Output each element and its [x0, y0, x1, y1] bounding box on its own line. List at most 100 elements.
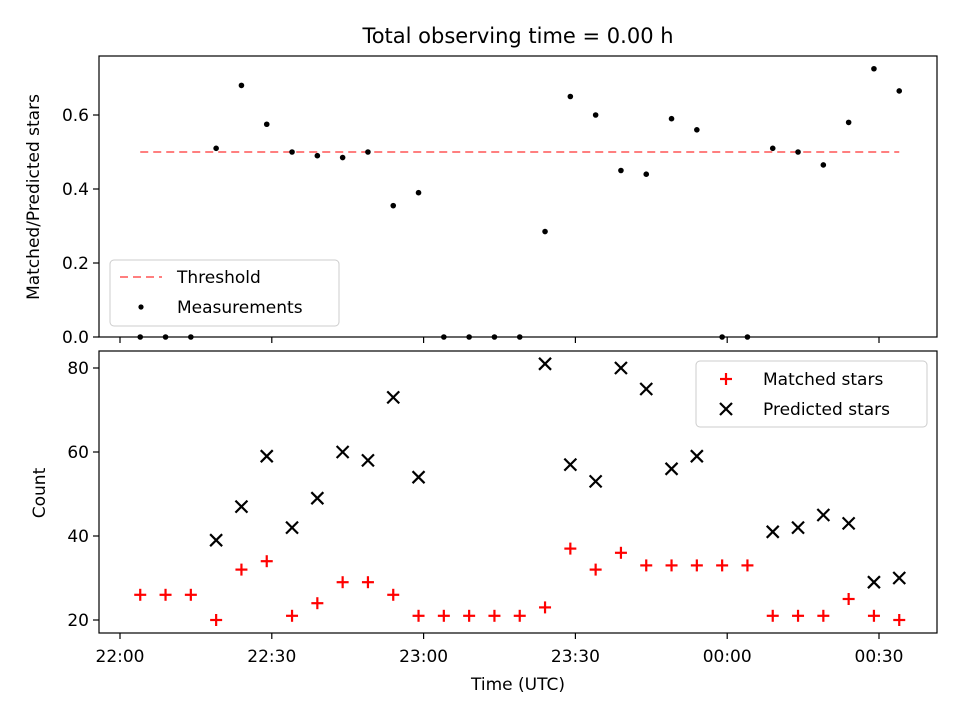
matched-star-point	[361, 576, 374, 589]
matched-star-point	[210, 614, 223, 626]
predicted-star-point	[563, 457, 578, 472]
x-tick-label: 22:30	[247, 647, 296, 667]
predicted-star-point	[411, 470, 426, 484]
bottom-y-tick-label: 60	[67, 443, 89, 463]
matched-star-point	[792, 609, 805, 622]
predicted-star-point	[841, 516, 856, 531]
measurement-point	[542, 228, 548, 235]
matched-star-point	[564, 542, 577, 555]
matched-star-point	[311, 597, 324, 610]
x-tick-label: 00:00	[703, 647, 752, 667]
measurement-point	[567, 93, 574, 100]
x-tick-label: 00:30	[855, 647, 904, 667]
matched-star-point	[867, 609, 880, 622]
top-legend: Threshold Measurements	[109, 259, 340, 327]
predicted-star-point	[690, 449, 704, 463]
matched-star-point	[412, 609, 425, 622]
measurement-point	[592, 112, 599, 118]
chart-title: Total observing time = 0.00 h	[361, 24, 673, 48]
predicted-star-point	[310, 491, 325, 505]
measurement-point	[263, 121, 270, 128]
predicted-star-point	[285, 520, 299, 535]
bottom-y-tick-label: 20	[67, 611, 89, 631]
measurement-point	[314, 152, 321, 159]
measurement-point	[769, 145, 776, 152]
legend-threshold-label: Threshold	[176, 268, 261, 288]
x-tick-label: 23:30	[551, 647, 600, 667]
legend-measurements-marker	[138, 304, 144, 310]
bottom-plot-frame	[98, 350, 938, 634]
legend-predicted-marker	[719, 402, 733, 416]
predicted-star-point	[791, 520, 805, 535]
matched-star-point	[665, 559, 678, 572]
predicted-star-point	[664, 462, 679, 476]
matched-star-point	[488, 609, 501, 622]
matched-star-point	[614, 546, 627, 559]
top-y-tick-label: 0.0	[62, 328, 89, 348]
matched-star-point	[184, 588, 197, 601]
measurement-point	[618, 167, 624, 174]
predicted-star-point	[765, 525, 780, 539]
measurement-point	[845, 119, 852, 126]
predicted-star-point	[892, 571, 907, 585]
predicted-star-point	[386, 390, 401, 405]
matched-star-point	[842, 593, 855, 605]
bottom-plot-area: 20 40 60 80 22:00 22:30 23:00 23:30 00:00 00:30	[67, 357, 907, 667]
matched-star-point	[437, 609, 450, 622]
measurement-point	[213, 145, 219, 152]
matched-star-point	[260, 555, 273, 568]
predicted-star-point	[588, 474, 603, 489]
measurement-point	[896, 88, 903, 94]
predicted-star-point	[867, 575, 881, 589]
matched-star-point	[286, 609, 299, 622]
matched-star-point	[463, 609, 476, 622]
matched-star-point	[235, 563, 248, 576]
measurement-point	[289, 149, 295, 155]
legend-measurements-label: Measurements	[177, 298, 303, 318]
x-tick-label: 22:00	[96, 647, 145, 667]
predicted-star-point	[639, 382, 654, 396]
measurement-point	[694, 127, 700, 133]
legend-matched-marker	[720, 373, 732, 385]
predicted-star-point	[614, 361, 628, 375]
matched-star-point	[387, 588, 400, 601]
matched-star-point	[336, 576, 349, 589]
matched-star-point	[539, 601, 552, 614]
measurement-point	[339, 154, 346, 161]
matched-star-point	[893, 614, 906, 626]
matched-star-point	[589, 563, 602, 576]
bottom-legend: Matched stars Predicted stars	[695, 360, 928, 428]
measurement-point	[668, 115, 675, 122]
matched-star-point	[690, 559, 703, 572]
predicted-star-point	[816, 508, 831, 522]
measurement-point	[415, 189, 422, 196]
matched-star-point	[134, 588, 147, 601]
legend-predicted-label: Predicted stars	[763, 400, 890, 420]
top-y-axis-label: Matched/Predicted stars	[24, 94, 44, 300]
measurement-point	[871, 65, 877, 72]
matched-star-point	[716, 559, 729, 572]
measurement-point	[365, 149, 371, 155]
measurement-point	[795, 149, 801, 155]
top-y-tick-label: 0.2	[62, 254, 89, 274]
predicted-star-point	[209, 533, 223, 547]
bottom-y-axis-label: Count	[30, 467, 50, 518]
predicted-star-point	[335, 445, 350, 459]
top-y-tick-label: 0.6	[62, 106, 89, 126]
measurement-point	[390, 202, 397, 209]
predicted-star-point	[538, 357, 552, 371]
bottom-y-tick-label: 80	[67, 359, 89, 379]
matched-star-point	[766, 609, 779, 622]
matched-star-point	[817, 609, 830, 622]
top-y-tick-label: 0.4	[62, 180, 89, 200]
matched-star-point	[513, 609, 526, 622]
predicted-star-point	[361, 453, 375, 468]
legend-matched-label: Matched stars	[763, 370, 883, 390]
x-tick-label: 23:00	[399, 647, 448, 667]
matched-star-point	[741, 559, 754, 572]
measurement-point	[238, 82, 245, 89]
predicted-star-point	[234, 499, 249, 514]
bottom-y-tick-label: 40	[67, 527, 89, 547]
top-plot-frame	[98, 55, 938, 338]
